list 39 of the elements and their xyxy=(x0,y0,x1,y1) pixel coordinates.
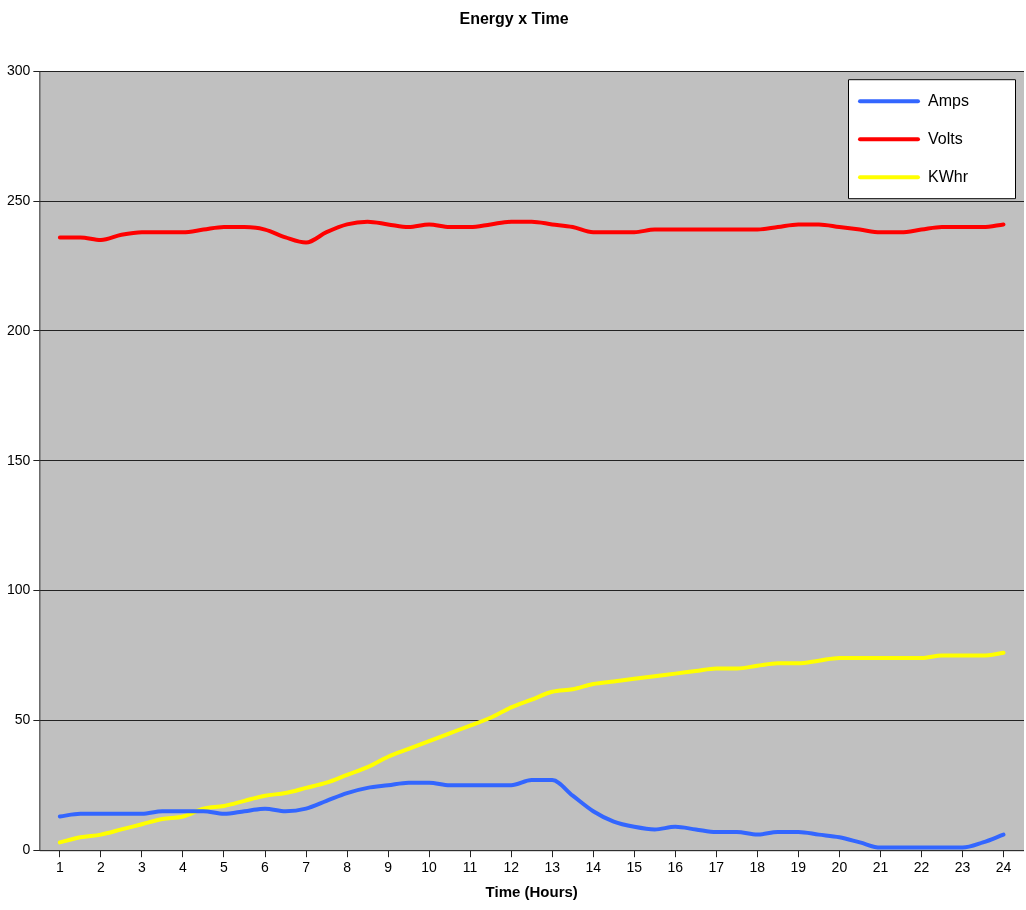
x-tick-label: 1 xyxy=(55,859,64,876)
x-tick-label: 22 xyxy=(913,859,930,876)
legend-label: KWhr xyxy=(928,167,969,185)
x-tick-label: 16 xyxy=(667,859,684,876)
y-tick-label: 150 xyxy=(7,451,31,468)
line-series xyxy=(57,219,1006,245)
x-tick-label: 14 xyxy=(585,859,602,876)
line-series xyxy=(57,778,1006,850)
legend-label: Amps xyxy=(928,91,969,109)
x-tick-label: 10 xyxy=(421,859,438,876)
line-series xyxy=(57,650,1006,845)
x-axis-title: Time (Hours) xyxy=(485,883,578,901)
x-tick-label: 23 xyxy=(954,859,971,876)
x-tick-label: 18 xyxy=(749,859,766,876)
x-tick-label: 21 xyxy=(872,859,889,876)
x-tick-label: 8 xyxy=(343,859,352,876)
x-tick-label: 2 xyxy=(97,859,105,876)
x-tick-label: 17 xyxy=(708,859,725,876)
legend-label: Volts xyxy=(928,129,963,147)
chart-title: Energy x Time xyxy=(459,10,569,28)
x-tick-label: 6 xyxy=(261,859,270,876)
x-tick-label: 15 xyxy=(626,859,643,876)
x-tick-label: 3 xyxy=(138,859,147,876)
y-tick-label: 200 xyxy=(7,321,31,338)
x-tick-label: 7 xyxy=(302,859,311,876)
x-tick-label: 5 xyxy=(220,859,229,876)
x-tick-label: 13 xyxy=(544,859,561,876)
x-tick-label: 24 xyxy=(995,859,1012,876)
x-tick-label: 12 xyxy=(503,859,520,876)
x-tick-label: 9 xyxy=(384,859,393,876)
y-tick-label: 250 xyxy=(7,191,31,208)
x-tick-label: 19 xyxy=(790,859,807,876)
x-tick-label: 4 xyxy=(179,859,188,876)
y-tick-label: 100 xyxy=(7,581,31,598)
y-tick-label: 50 xyxy=(14,711,31,728)
x-tick-label: 11 xyxy=(462,859,478,876)
y-tick-label: 300 xyxy=(7,62,31,79)
x-tick-label: 20 xyxy=(831,859,848,876)
y-tick-label: 0 xyxy=(22,841,31,858)
